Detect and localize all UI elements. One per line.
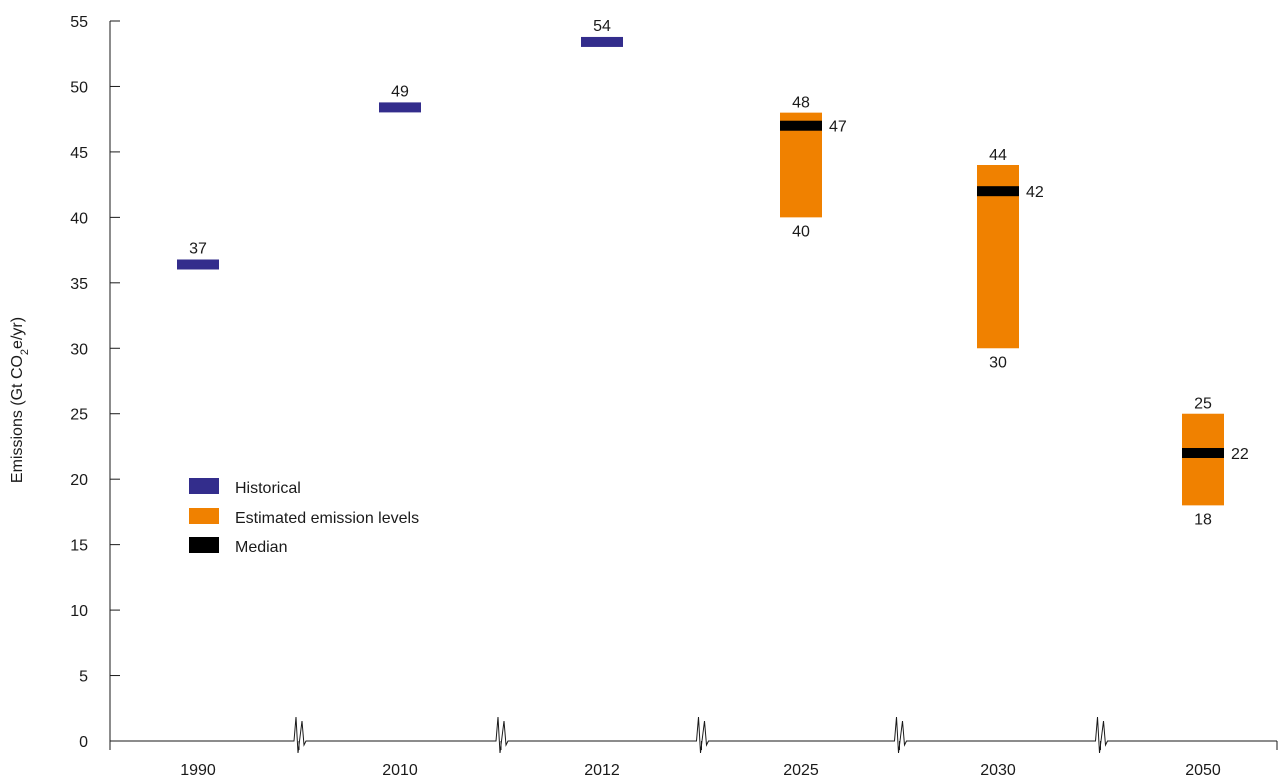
median-bar-2025 [780,120,822,131]
estimate-low-label-2025: 40 [792,223,810,240]
estimate-low-label-2030: 30 [989,354,1007,371]
y-tick-label-35: 35 [70,276,88,293]
y-tick-label-45: 45 [70,145,88,162]
x-tick-label-2010: 2010 [382,762,418,779]
y-tick-label-0: 0 [79,734,88,751]
legend-label-estimated: Estimated emission levels [235,510,419,527]
x-tick-label-1990: 1990 [180,762,216,779]
estimate-bar-2050 [1182,413,1224,506]
median-bar-2050 [1182,448,1224,458]
y-tick-label-30: 30 [70,341,88,358]
x-tick-label-2050: 2050 [1185,762,1221,779]
historical-label-1990: 37 [189,240,207,257]
estimate-high-label-2050: 25 [1194,396,1212,413]
legend-swatch-historical [189,478,219,494]
historical-bar-2010 [379,102,421,113]
historical-bar-1990 [177,259,219,270]
historical-label-2012: 54 [593,18,611,35]
y-tick-label-10: 10 [70,603,88,620]
legend-label-median: Median [235,539,287,556]
estimate-high-label-2025: 48 [792,95,810,112]
x-tick-label-2030: 2030 [980,762,1016,779]
y-axis: 0 5 10 15 20 25 30 35 40 45 50 55 [70,14,120,751]
legend-label-historical: Historical [235,480,301,497]
y-tick-label-40: 40 [70,210,88,227]
y-axis-title: Emissions (Gt CO2e/yr) [9,317,31,483]
x-axis-line [110,716,1277,754]
estimate-high-label-2030: 44 [989,147,1007,164]
x-axis: 1990 2010 2012 2025 2030 2050 [109,716,1278,779]
legend: Historical Estimated emission levels Med… [189,478,419,556]
y-tick-label-25: 25 [70,407,88,424]
median-label-2030: 42 [1026,184,1044,201]
legend-item-historical: Historical [189,478,301,497]
x-tick-label-2012: 2012 [584,762,620,779]
legend-item-estimated: Estimated emission levels [189,508,419,527]
legend-swatch-median [189,537,219,553]
median-label-2050: 22 [1231,446,1249,463]
y-tick-label-55: 55 [70,14,88,31]
median-bar-2030 [977,186,1019,197]
x-tick-label-2025: 2025 [783,762,819,779]
bars-layer [177,36,1224,506]
data-labels-layer: 37 49 54 48 40 47 44 30 42 25 18 22 [189,18,1249,528]
y-tick-label-5: 5 [79,669,88,686]
legend-swatch-estimated [189,508,219,524]
y-tick-label-50: 50 [70,79,88,96]
y-tick-label-15: 15 [70,538,88,555]
median-label-2025: 47 [829,119,847,136]
y-tick-label-20: 20 [70,472,88,489]
historical-bar-2012 [581,36,623,47]
historical-label-2010: 49 [391,83,409,100]
legend-item-median: Median [189,537,287,556]
estimate-low-label-2050: 18 [1194,511,1212,528]
